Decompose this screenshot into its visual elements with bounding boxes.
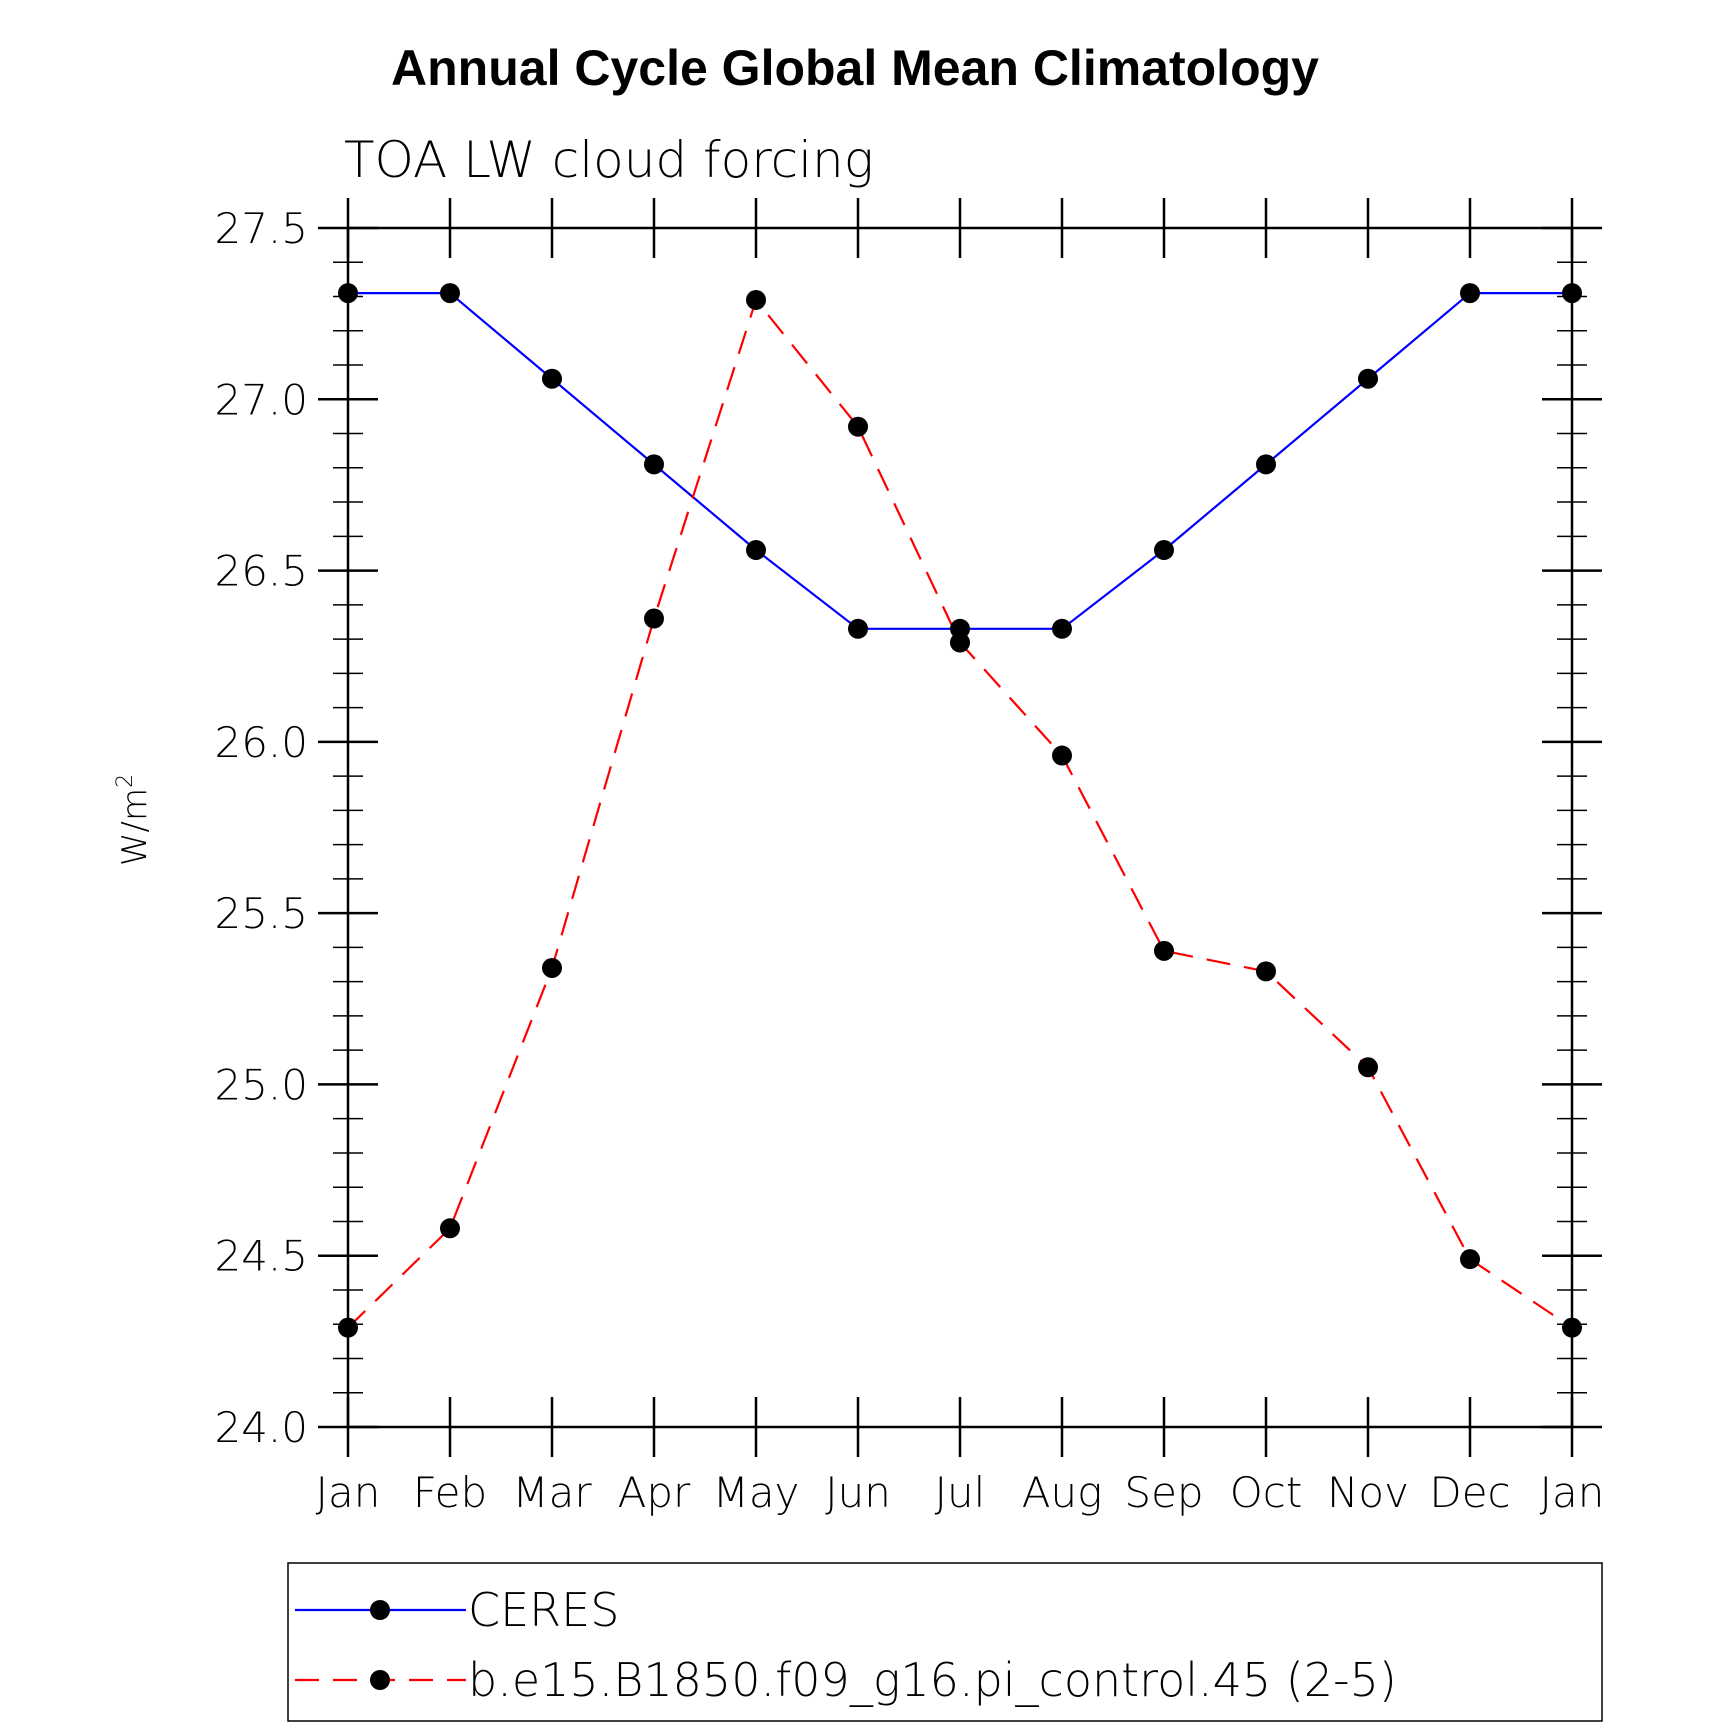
data-point-ceres xyxy=(1460,283,1480,304)
chart-subtitle: TOA LW cloud forcing xyxy=(344,131,874,189)
series-line-ceres xyxy=(348,291,1572,630)
data-point-model xyxy=(950,632,970,653)
y-tick-label: 26.5 xyxy=(214,547,308,596)
data-point-ceres xyxy=(746,540,766,561)
data-point-ceres xyxy=(950,618,970,639)
y-tick-label: 24.5 xyxy=(214,1232,308,1281)
data-point-model xyxy=(1052,745,1072,766)
legend-swatch-marker-ceres xyxy=(370,1600,390,1620)
x-tick-label: Dec xyxy=(1429,1468,1510,1517)
data-point-model xyxy=(746,289,766,310)
legend-label-ceres: CERES xyxy=(468,1583,619,1637)
data-point-ceres xyxy=(1562,283,1582,304)
x-tick-label: Jan xyxy=(316,1468,381,1517)
data-point-model xyxy=(1358,1057,1378,1078)
data-point-ceres xyxy=(1154,540,1174,561)
data-point-model xyxy=(1256,961,1276,982)
data-point-ceres xyxy=(848,618,868,639)
y-axis-label-text: W/m xyxy=(115,788,155,866)
y-tick-label: 27.0 xyxy=(214,375,308,424)
x-tick-label: Oct xyxy=(1230,1468,1303,1517)
x-tick-label: May xyxy=(713,1468,800,1517)
plot-area: 24.0 24.5 25.0 25.5 26.0 26.5 27.0 27.5 Jan Feb Ma… xyxy=(214,198,1604,1517)
x-tick-label: Sep xyxy=(1124,1468,1203,1517)
chart-title: Annual Cycle Global Mean Climatology xyxy=(391,40,1319,96)
legend-box xyxy=(287,1562,1603,1722)
plot-frame xyxy=(346,226,1574,1429)
data-point-model xyxy=(644,608,664,629)
data-point-model xyxy=(338,1317,358,1338)
y-tick-label: 24.0 xyxy=(214,1403,308,1452)
data-point-model xyxy=(440,1218,460,1239)
data-point-ceres xyxy=(338,283,358,304)
data-point-ceres xyxy=(542,368,562,389)
x-tick-label: Nov xyxy=(1327,1468,1409,1517)
data-point-ceres xyxy=(440,283,460,304)
y-axis-label-superscript: 2 xyxy=(113,774,138,788)
data-point-ceres xyxy=(1358,368,1378,389)
x-tick-label: Apr xyxy=(618,1468,691,1517)
data-point-model xyxy=(542,957,562,978)
x-tick-label: Mar xyxy=(512,1468,592,1517)
series-line-model xyxy=(347,297,1573,1329)
data-point-model xyxy=(1562,1317,1582,1338)
y-tick-label: 25.0 xyxy=(214,1060,308,1109)
data-point-model xyxy=(1460,1249,1480,1270)
x-tick-label: Jun xyxy=(825,1468,891,1517)
y-tick-label: 26.0 xyxy=(214,718,308,767)
x-tick-label: Feb xyxy=(413,1468,487,1517)
data-point-model xyxy=(848,416,868,437)
y-tick-label: 25.5 xyxy=(214,889,308,938)
data-point-ceres xyxy=(1052,618,1072,639)
data-point-ceres xyxy=(644,454,664,475)
x-tick-label: Aug xyxy=(1022,1468,1103,1517)
data-point-ceres xyxy=(1256,454,1276,475)
x-tick-label: Jul xyxy=(935,1468,986,1517)
legend: CERES b.e15.B1850.f09_g16.pi_control.45 … xyxy=(287,1562,1603,1722)
legend-swatch-marker-model xyxy=(370,1670,390,1690)
x-tick-label: Jan xyxy=(1540,1468,1605,1517)
y-tick-label: 27.5 xyxy=(214,204,308,253)
y-axis-label: W/m2 xyxy=(113,774,155,866)
legend-label-model: b.e15.B1850.f09_g16.pi_control.45 (2-5) xyxy=(468,1653,1397,1707)
data-point-model xyxy=(1154,940,1174,961)
